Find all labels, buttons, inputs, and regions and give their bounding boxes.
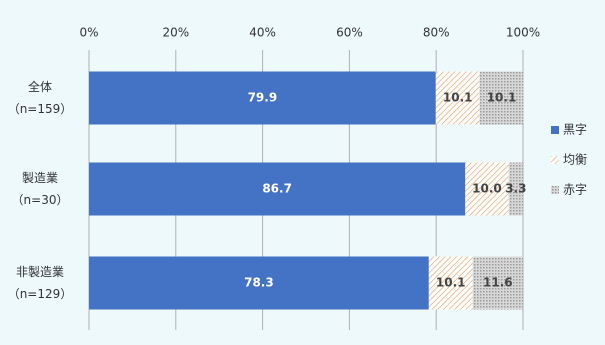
data-label: 10.0 [472, 182, 502, 196]
bar-segment [89, 162, 466, 216]
bar-segment [435, 71, 480, 125]
data-label: 86.7 [262, 182, 292, 196]
legend-label: 赤字 [563, 182, 587, 197]
x-tick-label: 100% [506, 26, 540, 40]
data-label: 11.6 [483, 276, 513, 290]
y-tick-label: 非製造業 （n=129） [7, 265, 73, 301]
legend-label: 黒字 [563, 122, 587, 137]
legend-label: 均衡 [563, 153, 587, 167]
data-label: 79.9 [248, 91, 278, 105]
legend-swatch [551, 156, 559, 164]
x-tick-label: 0% [79, 26, 98, 40]
bar-segment [89, 71, 436, 125]
bar-segment [479, 71, 524, 125]
x-tick-label: 80% [423, 26, 450, 40]
bar-segment [465, 162, 509, 216]
data-label: 78.3 [244, 276, 274, 290]
legend-swatch [551, 126, 559, 134]
bar-segment [428, 256, 473, 310]
data-label: 10.1 [487, 91, 517, 105]
bar-segment [508, 162, 523, 216]
x-tick-label: 40% [249, 26, 276, 40]
bar-segment [472, 256, 523, 310]
x-tick-label: 60% [336, 26, 363, 40]
legend-swatch [551, 186, 559, 194]
data-label: 3.3 [505, 182, 526, 196]
data-label: 10.1 [443, 91, 473, 105]
data-label: 10.1 [436, 276, 466, 290]
y-tick-label: 全体 （n=159） [7, 80, 73, 116]
bar-segment [89, 256, 429, 310]
y-tick-label: 製造業 （n=30） [11, 171, 69, 207]
x-tick-label: 20% [162, 26, 189, 40]
